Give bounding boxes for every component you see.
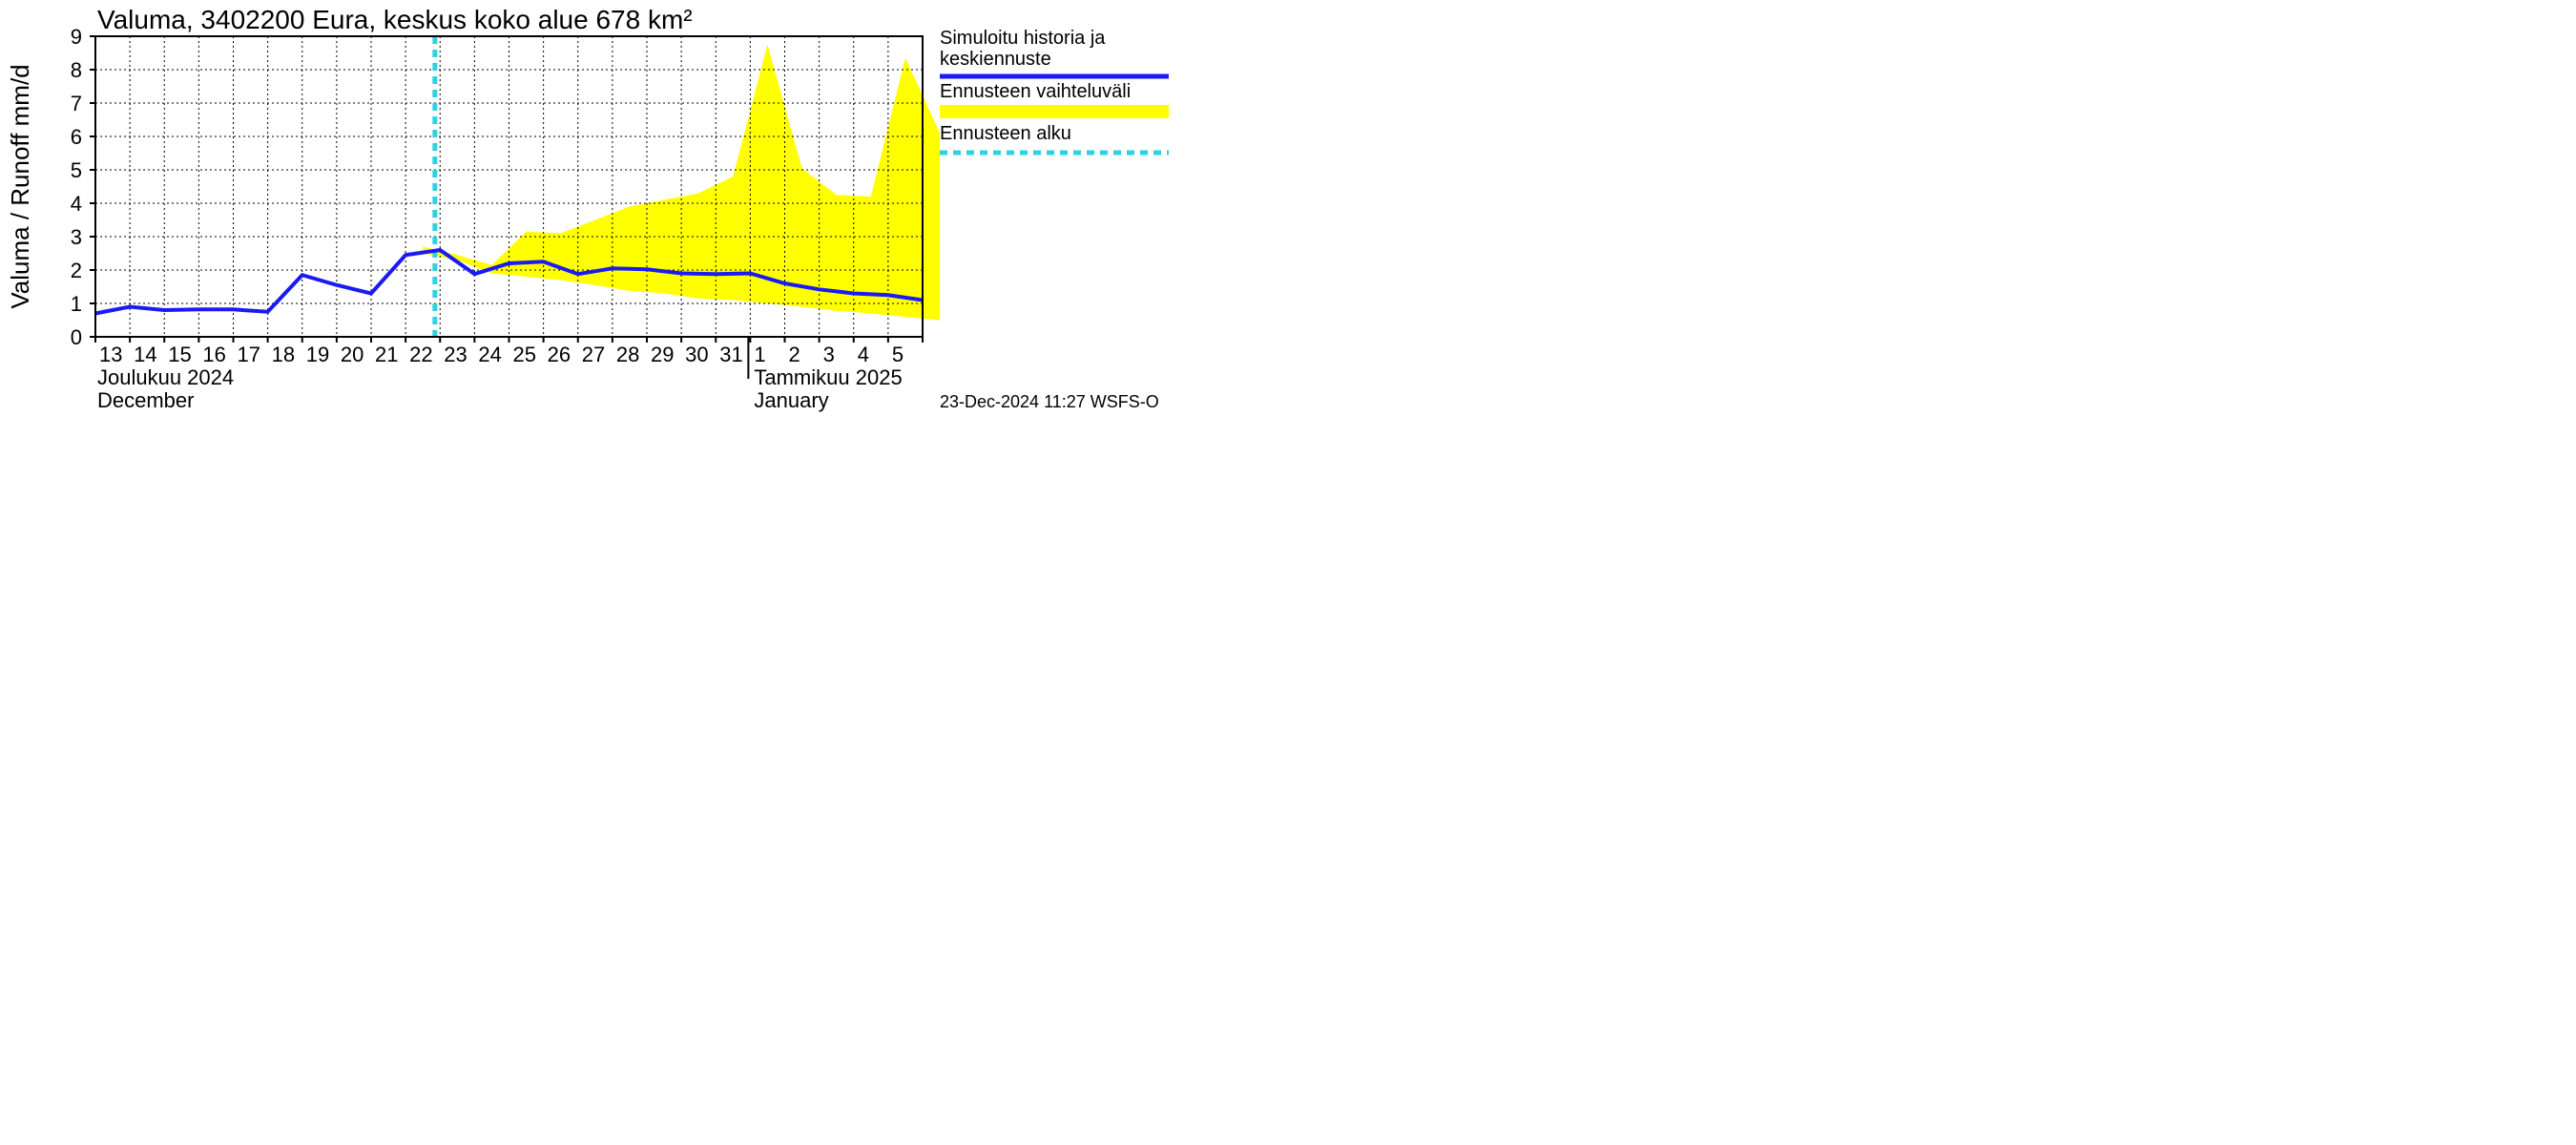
xtick-label: 3 bbox=[823, 343, 835, 366]
xtick-label: 20 bbox=[341, 343, 364, 366]
xtick-label: 2 bbox=[789, 343, 800, 366]
chart-footer: 23-Dec-2024 11:27 WSFS-O bbox=[940, 392, 1159, 411]
ytick-label: 9 bbox=[71, 25, 82, 49]
xtick-label: 24 bbox=[478, 343, 501, 366]
xtick-label: 15 bbox=[168, 343, 191, 366]
xtick-label: 30 bbox=[685, 343, 708, 366]
legend-start-label: Ennusteen alku bbox=[940, 123, 1071, 144]
legend-sim-label-1: Simuloitu historia ja bbox=[940, 28, 1106, 49]
forecast-range-band bbox=[423, 45, 940, 321]
xtick-label: 26 bbox=[548, 343, 571, 366]
month-label-en-1: December bbox=[97, 388, 194, 412]
xtick-label: 13 bbox=[99, 343, 122, 366]
xtick-label: 25 bbox=[513, 343, 536, 366]
y-axis-label: Valuma / Runoff mm/d bbox=[6, 64, 34, 308]
xtick-label: 21 bbox=[375, 343, 398, 366]
runoff-forecast-chart: 0123456789131415161718192021222324252627… bbox=[0, 0, 1431, 636]
xtick-label: 17 bbox=[238, 343, 260, 366]
legend-sim-label-2: keskiennuste bbox=[940, 49, 1051, 70]
xtick-label: 4 bbox=[858, 343, 869, 366]
xtick-label: 31 bbox=[719, 343, 742, 366]
xtick-label: 22 bbox=[409, 343, 432, 366]
ytick-label: 5 bbox=[71, 158, 82, 182]
ytick-label: 8 bbox=[71, 58, 82, 82]
ytick-label: 7 bbox=[71, 92, 82, 115]
xtick-label: 16 bbox=[202, 343, 225, 366]
ytick-label: 0 bbox=[71, 325, 82, 349]
xtick-label: 5 bbox=[892, 343, 904, 366]
xtick-label: 18 bbox=[272, 343, 295, 366]
month-label-fi-1: Joulukuu 2024 bbox=[97, 365, 234, 389]
ytick-label: 2 bbox=[71, 259, 82, 282]
ytick-label: 4 bbox=[71, 192, 82, 216]
ytick-label: 6 bbox=[71, 125, 82, 149]
legend-range-swatch bbox=[940, 105, 1169, 118]
xtick-label: 1 bbox=[754, 343, 765, 366]
ytick-label: 1 bbox=[71, 292, 82, 316]
month-label-fi-2: Tammikuu 2025 bbox=[754, 365, 902, 389]
chart-title: Valuma, 3402200 Eura, keskus koko alue 6… bbox=[97, 5, 693, 34]
xtick-label: 19 bbox=[306, 343, 329, 366]
xtick-label: 27 bbox=[582, 343, 605, 366]
chart-svg: 0123456789131415161718192021222324252627… bbox=[0, 0, 1431, 636]
month-label-en-2: January bbox=[754, 388, 828, 412]
xtick-label: 23 bbox=[444, 343, 467, 366]
xtick-label: 28 bbox=[616, 343, 639, 366]
xtick-label: 14 bbox=[134, 343, 156, 366]
legend-range-label: Ennusteen vaihteluväli bbox=[940, 81, 1131, 102]
ytick-label: 3 bbox=[71, 225, 82, 249]
xtick-label: 29 bbox=[651, 343, 674, 366]
